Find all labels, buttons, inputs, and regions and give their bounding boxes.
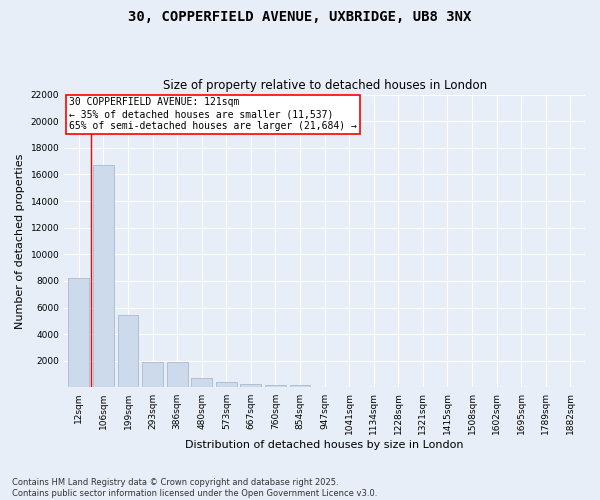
Y-axis label: Number of detached properties: Number of detached properties (15, 154, 25, 328)
Bar (118, 315, 139, 388)
Text: 30 COPPERFIELD AVENUE: 121sqm
← 35% of detached houses are smaller (11,537)
65% : 30 COPPERFIELD AVENUE: 121sqm ← 35% of d… (70, 98, 357, 130)
Title: Size of property relative to detached houses in London: Size of property relative to detached ho… (163, 79, 487, 92)
Bar (142, 362, 163, 388)
Bar (216, 382, 237, 388)
Text: Contains HM Land Registry data © Crown copyright and database right 2025.
Contai: Contains HM Land Registry data © Crown c… (12, 478, 377, 498)
Bar (241, 384, 262, 388)
Bar (191, 378, 212, 388)
Bar (93, 165, 114, 388)
Bar (167, 362, 188, 388)
Bar (265, 384, 286, 388)
Text: 30, COPPERFIELD AVENUE, UXBRIDGE, UB8 3NX: 30, COPPERFIELD AVENUE, UXBRIDGE, UB8 3N… (128, 10, 472, 24)
Bar (68, 278, 89, 388)
X-axis label: Distribution of detached houses by size in London: Distribution of detached houses by size … (185, 440, 464, 450)
Bar (290, 386, 310, 388)
